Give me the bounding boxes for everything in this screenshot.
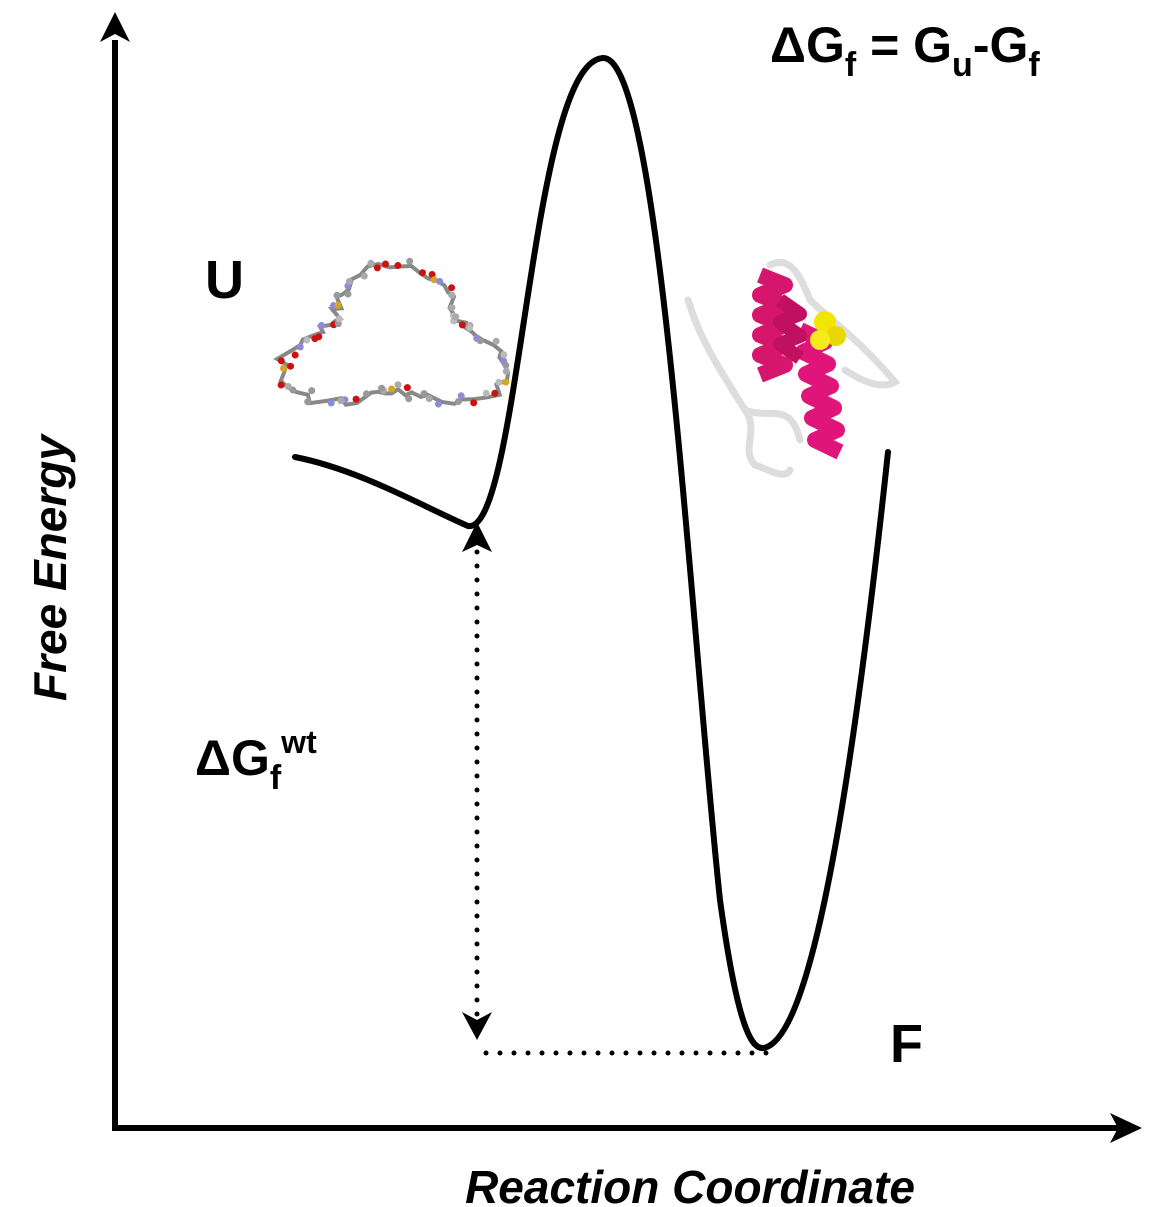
atom	[334, 301, 342, 309]
atom	[502, 367, 510, 375]
atom	[454, 398, 462, 405]
atom	[333, 291, 341, 299]
atom	[476, 337, 484, 345]
atom	[502, 378, 510, 386]
eq-sub: u	[952, 46, 973, 84]
atom	[448, 291, 456, 299]
eq-part: ΔG	[770, 17, 845, 73]
y-axis-arrow	[100, 12, 130, 42]
energy-curve	[292, 54, 891, 1052]
atom	[337, 397, 345, 405]
atom	[394, 381, 402, 389]
eq-part: -G	[973, 17, 1029, 73]
atom	[373, 264, 381, 272]
atom	[452, 313, 460, 321]
atom	[403, 384, 411, 392]
atom	[448, 284, 456, 292]
atom	[345, 278, 353, 285]
atom	[344, 290, 352, 298]
atom	[457, 392, 465, 400]
helix	[795, 322, 845, 460]
delta-sup: wt	[280, 724, 317, 760]
atom	[284, 383, 292, 390]
atom	[495, 378, 503, 386]
atom	[367, 259, 375, 267]
atom	[448, 304, 456, 312]
delta-main: ΔG	[195, 730, 270, 786]
atom	[492, 337, 500, 345]
atom	[502, 361, 510, 369]
x-axis-arrow	[1110, 1113, 1142, 1143]
atom	[482, 389, 490, 397]
atom	[280, 364, 287, 372]
arrow-head-up	[462, 522, 492, 552]
atom	[318, 322, 325, 329]
ligand	[826, 326, 846, 346]
atom	[406, 257, 414, 265]
atom	[405, 395, 413, 403]
atom	[382, 260, 389, 268]
atom	[291, 351, 299, 359]
atom	[303, 336, 311, 344]
folded-protein	[684, 259, 901, 478]
atom	[378, 384, 386, 392]
atom	[458, 321, 466, 329]
atom	[434, 400, 442, 408]
atom	[304, 398, 312, 406]
atom	[388, 385, 396, 393]
atom	[470, 399, 478, 407]
x-axis-label: Reaction Coordinate	[465, 1161, 915, 1207]
unfolded-molecule	[273, 257, 511, 408]
atom	[394, 262, 402, 269]
equation: ΔGf = Gu-Gf	[770, 17, 1040, 84]
atom	[491, 389, 499, 397]
atom	[430, 276, 438, 284]
atom	[419, 269, 426, 277]
atom	[315, 333, 323, 341]
ligand	[810, 330, 830, 350]
atom	[436, 277, 444, 285]
eq-sub: f	[845, 46, 857, 84]
atom	[500, 351, 508, 359]
atom	[277, 357, 285, 365]
atom	[287, 362, 295, 370]
atom	[308, 387, 316, 395]
arrow-head-down	[462, 1012, 492, 1040]
atom	[296, 343, 304, 351]
y-axis-label: Free Energy	[24, 433, 76, 701]
atom	[327, 399, 335, 407]
eq-part: = G	[856, 17, 952, 73]
atom	[362, 390, 370, 398]
folded-label: F	[890, 1014, 923, 1074]
atom	[277, 381, 285, 389]
ligand	[814, 311, 836, 333]
helix	[773, 294, 807, 364]
delta-sub: f	[270, 759, 282, 797]
unfolded-label: U	[205, 250, 244, 310]
atom	[352, 395, 360, 403]
atom	[335, 315, 343, 323]
atom	[425, 395, 433, 403]
atom	[420, 390, 428, 398]
backbone	[273, 261, 511, 407]
delta-label: ΔGfwt	[195, 724, 317, 797]
atom	[465, 324, 473, 332]
atom	[428, 271, 436, 278]
atom	[360, 272, 368, 280]
eq-sub: f	[1028, 46, 1040, 84]
